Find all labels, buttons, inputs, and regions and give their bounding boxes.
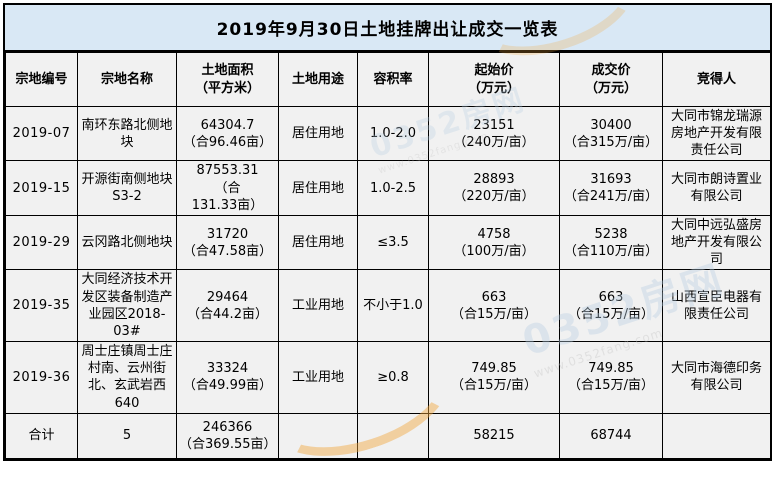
cell-deal-price: 5238 （合110万/亩）	[559, 214, 663, 271]
cell-start-price: 23151 （240万/亩）	[428, 105, 560, 162]
land-deal-grid: 宗地编号 宗地名称 土地面积 （平方米） 土地用途 容积率 起始价 （万元） 成…	[5, 52, 771, 459]
col-header-winner: 竞得人	[662, 52, 771, 107]
col-header-parcel-code: 宗地编号	[5, 52, 78, 107]
cell-winner: 山西宣臣电器有限责任公司	[662, 269, 771, 343]
cell-land-use: 居住用地	[278, 105, 358, 162]
cell-deal-price: 30400 （合315万/亩）	[559, 105, 663, 162]
cell-deal-price: 749.85 （合15万/亩）	[559, 341, 663, 414]
cell-deal-price: 663 （合15万/亩）	[559, 269, 663, 343]
table-row: 2019-07 南环东路北侧地块 64304.7 （合96.46亩） 居住用地 …	[5, 105, 771, 162]
cell-parcel-name: 周士庄镇周士庄村南、云州街北、玄武岩西640	[77, 341, 177, 414]
col-header-land-area: 土地面积 （平方米）	[176, 52, 279, 107]
cell-start-price: 663 （合15万/亩）	[428, 269, 560, 343]
cell-plot-ratio: 1.0-2.0	[357, 105, 429, 162]
table-title: 2019年9月30日土地挂牌出让成交一览表	[5, 5, 770, 52]
cell-land-area: 33324 （合49.99亩）	[176, 341, 279, 414]
cell-plot-ratio: 1.0-2.5	[357, 160, 429, 216]
col-header-land-use: 土地用途	[278, 52, 358, 107]
cell-deal-price: 31693 （合241万/亩）	[559, 160, 663, 216]
cell-start-price: 4758 （100万/亩）	[428, 214, 560, 271]
cell-parcel-name: 南环东路北侧地块	[77, 105, 177, 162]
cell-winner: 大同市海德印务有限公司	[662, 341, 771, 414]
cell-start-price: 749.85 （合15万/亩）	[428, 341, 560, 414]
header-row: 宗地编号 宗地名称 土地面积 （平方米） 土地用途 容积率 起始价 （万元） 成…	[5, 52, 771, 107]
table-row: 2019-29 云冈路北侧地块 31720 （合47.58亩） 居住用地 ≤3.…	[5, 214, 771, 271]
cell-land-area: 31720 （合47.58亩）	[176, 214, 279, 271]
cell-plot-ratio: ≥0.8	[357, 341, 429, 414]
cell-land-use: 居住用地	[278, 214, 358, 271]
table-row: 2019-15 开源街南侧地块S3-2 87553.31 （合 131.33亩）…	[5, 160, 771, 216]
col-header-plot-ratio: 容积率	[357, 52, 429, 107]
cell-winner: 大同市朗诗置业有限公司	[662, 160, 771, 216]
cell-land-area: 29464 （合44.2亩）	[176, 269, 279, 343]
cell-parcel-code: 2019-07	[5, 105, 78, 162]
cell-land-area: 87553.31 （合 131.33亩）	[176, 160, 279, 216]
col-header-parcel-name: 宗地名称	[77, 52, 177, 107]
cell-land-area: 64304.7 （合96.46亩）	[176, 105, 279, 162]
col-header-deal-price: 成交价 （万元）	[559, 52, 663, 107]
cell-parcel-code: 2019-15	[5, 160, 78, 216]
cell-start-price: 28893 （220万/亩）	[428, 160, 560, 216]
cell-plot-ratio: 不小于1.0	[357, 269, 429, 343]
cell-winner: 大同市锦龙瑞源房地产开发有限责任公司	[662, 105, 771, 162]
cell-land-use: 工业用地	[278, 269, 358, 343]
cell-land-use: 居住用地	[278, 160, 358, 216]
cell-parcel-code: 2019-36	[5, 341, 78, 414]
land-deal-table: 2019年9月30日土地挂牌出让成交一览表 宗地编号 宗地名称 土地面积 （平方…	[3, 3, 772, 461]
cell-land-use: 工业用地	[278, 341, 358, 414]
cell-winner: 大同中远弘盛房地产开发有限公司	[662, 214, 771, 271]
cell-parcel-code: 2019-29	[5, 214, 78, 271]
cell-plot-ratio: ≤3.5	[357, 214, 429, 271]
table-row: 2019-35 大同经济技术开发区装备制造产业园区2018-03# 29464 …	[5, 269, 771, 343]
cell-parcel-name: 大同经济技术开发区装备制造产业园区2018-03#	[77, 269, 177, 343]
cell-parcel-name: 开源街南侧地块S3-2	[77, 160, 177, 216]
col-header-start-price: 起始价 （万元）	[428, 52, 560, 107]
cell-parcel-name: 云冈路北侧地块	[77, 214, 177, 271]
cell-parcel-code: 2019-35	[5, 269, 78, 343]
table-row: 2019-36 周士庄镇周士庄村南、云州街北、玄武岩西640 33324 （合4…	[5, 341, 771, 414]
